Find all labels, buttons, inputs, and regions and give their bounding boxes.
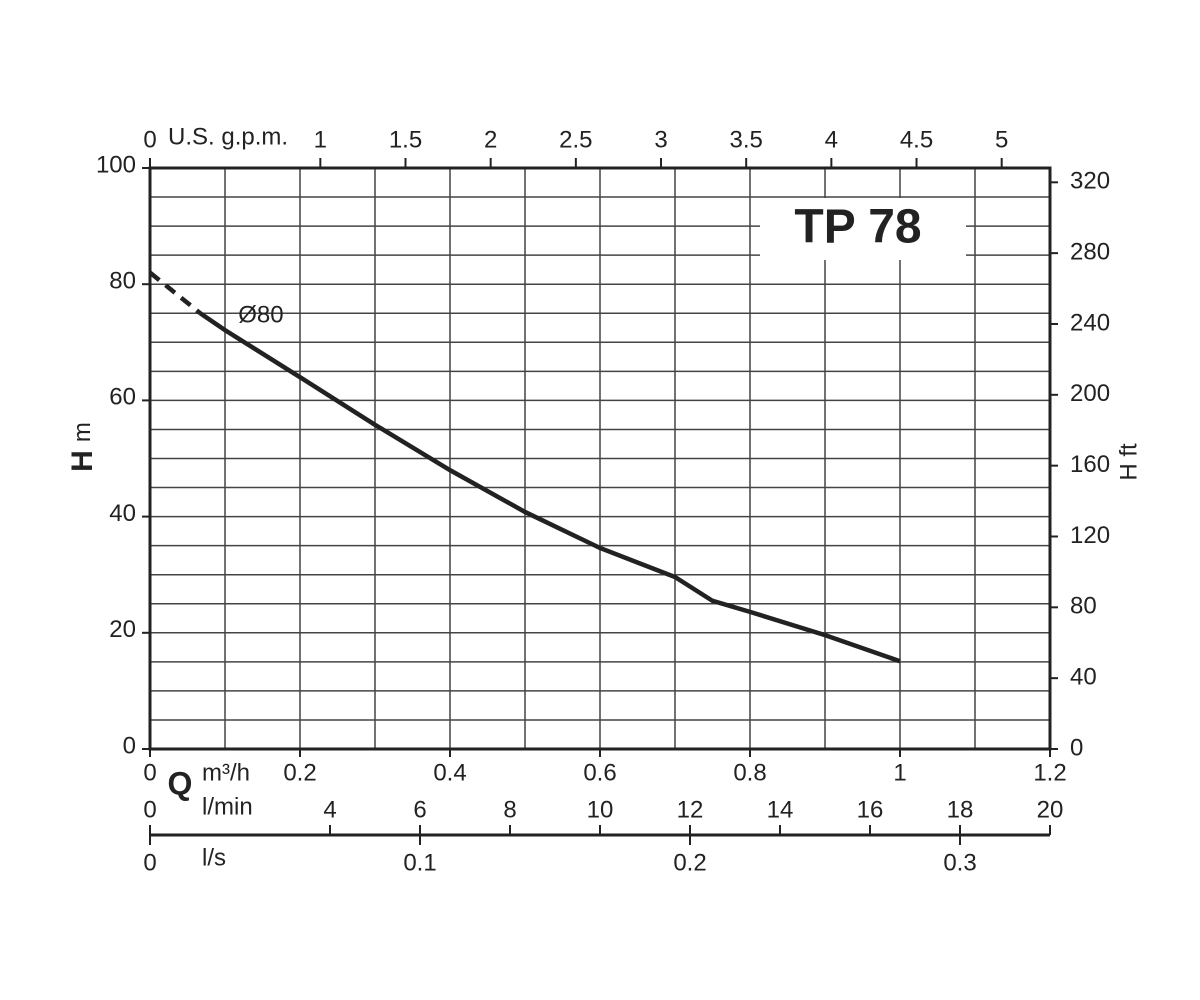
secondary-tick-label: 6: [413, 796, 426, 823]
y-label-symbol: H: [66, 450, 99, 472]
y2-tick-label: 40: [1070, 664, 1097, 691]
secondary-tick-label: 12: [677, 796, 704, 823]
y2-tick-label: 240: [1070, 309, 1110, 336]
secondary-tick-label: 3: [654, 126, 667, 153]
secondary-tick-label: 8: [503, 796, 516, 823]
secondary-tick-label: 2.5: [559, 126, 592, 153]
secondary-axis-label: U.S. g.p.m.: [168, 123, 288, 150]
y-tick-label: 40: [109, 500, 136, 527]
y-tick-label: 80: [109, 268, 136, 295]
x-label-symbol: Q: [168, 765, 193, 801]
curve: [198, 311, 901, 664]
x-tick-label: 0.8: [733, 759, 766, 786]
secondary-tick-label: 4: [323, 796, 336, 823]
secondary-tick-label: 0.3: [943, 849, 976, 876]
y-tick-label: 60: [109, 384, 136, 411]
secondary-tick-label: 2: [484, 126, 497, 153]
x-tick-label: 0.2: [283, 759, 316, 786]
y-axis-label: Hm: [66, 422, 99, 472]
grid: [149, 167, 1051, 750]
secondary-axis-label: l/s: [202, 844, 226, 871]
secondary-tick-label: 5: [995, 126, 1008, 153]
secondary-tick-label: 20: [1037, 796, 1064, 823]
y2-axis-label: H ft: [1115, 443, 1142, 481]
y-tick-label: 0: [123, 732, 136, 759]
curve-label: Ø80: [238, 302, 283, 329]
secondary-tick-label: 10: [587, 796, 614, 823]
secondary-tick-label: 1.5: [389, 126, 422, 153]
chart-title: TP 78: [794, 201, 921, 254]
secondary-axis-label: l/min: [202, 793, 253, 820]
x-tick-label: 0.6: [583, 759, 616, 786]
title-backdrop: [760, 198, 966, 260]
y2-tick-label: 80: [1070, 593, 1097, 620]
secondary-tick-label: 14: [767, 796, 794, 823]
secondary-tick-label: 0: [143, 796, 156, 823]
secondary-tick-label: 1: [314, 126, 327, 153]
y-tick-label: 20: [109, 616, 136, 643]
y2-tick-label: 200: [1070, 380, 1110, 407]
secondary-tick-label: 0: [143, 849, 156, 876]
y-tick-label: 100: [96, 151, 136, 178]
secondary-tick-label: 4.5: [900, 126, 933, 153]
y2-tick-label: 280: [1070, 238, 1110, 265]
x-tick-label: 1.2: [1033, 759, 1066, 786]
secondary-tick-label: 4: [825, 126, 838, 153]
x-tick-label: 0: [143, 759, 156, 786]
y2-tick-label: 320: [1070, 168, 1110, 195]
secondary-tick-label: 0: [143, 126, 156, 153]
secondary-tick-label: 0.1: [403, 849, 436, 876]
x-label-unit: m³/h: [202, 759, 250, 786]
x-tick-label: 1: [893, 759, 906, 786]
secondary-tick-label: 16: [857, 796, 884, 823]
y-label-unit: m: [69, 422, 96, 442]
y2-tick-label: 120: [1070, 522, 1110, 549]
secondary-tick-label: 18: [947, 796, 974, 823]
curve-dashed: [148, 270, 202, 315]
secondary-tick-label: 3.5: [729, 126, 762, 153]
y2-tick-label: 0: [1070, 734, 1083, 761]
y2-tick-label: 160: [1070, 451, 1110, 478]
x-tick-label: 0.4: [433, 759, 466, 786]
secondary-tick-label: 0.2: [673, 849, 706, 876]
